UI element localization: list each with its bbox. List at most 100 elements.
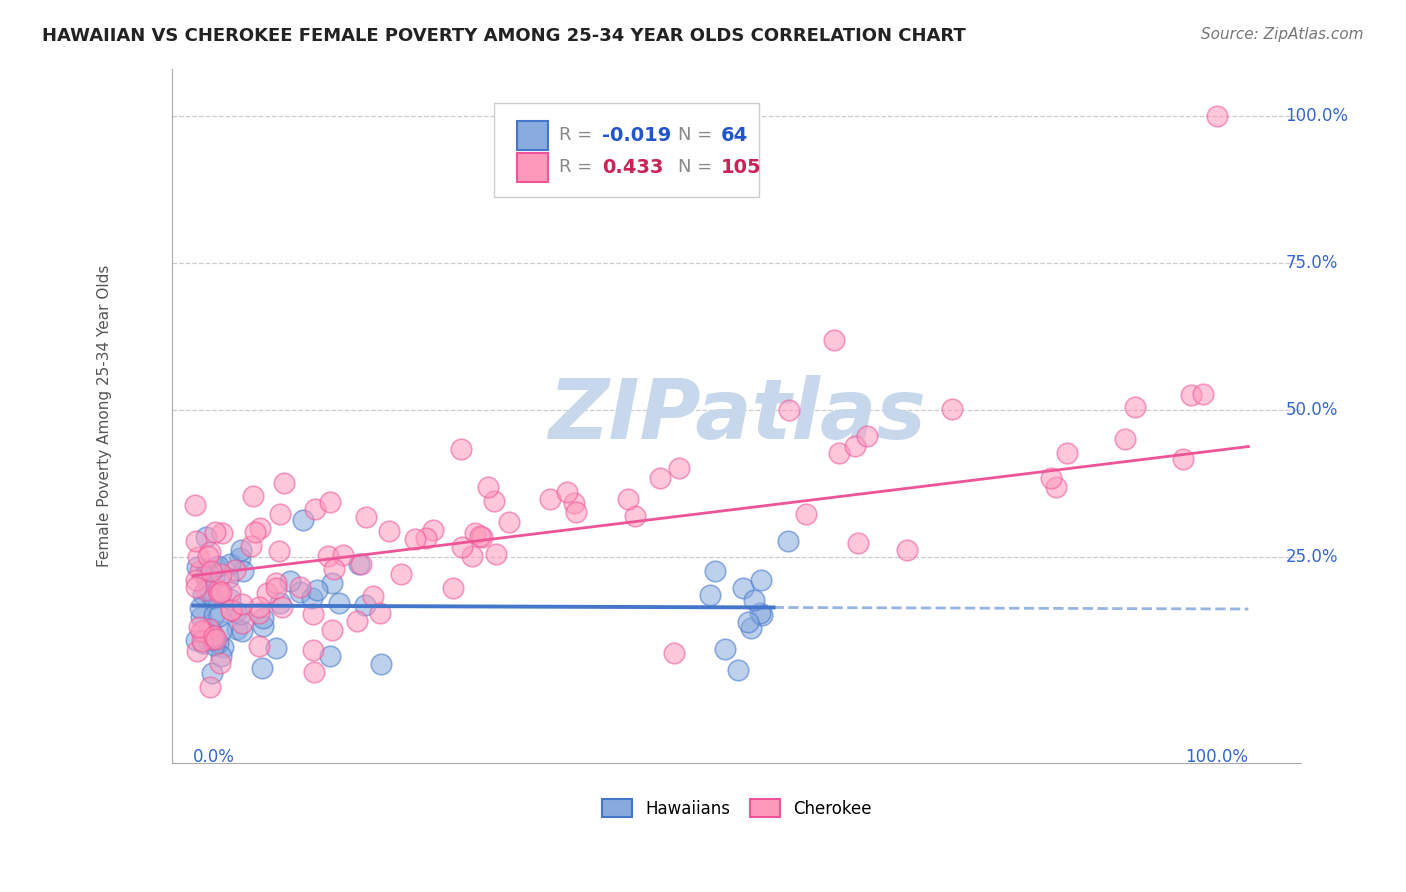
- Point: [441, 581, 464, 595]
- Point: [190, 601, 212, 615]
- Point: [1173, 451, 1195, 466]
- Point: [485, 547, 508, 561]
- Point: [1114, 433, 1136, 447]
- Point: [219, 603, 242, 617]
- Point: [211, 525, 233, 540]
- Point: [198, 622, 221, 636]
- Point: [1191, 386, 1213, 401]
- Point: [231, 615, 253, 630]
- Point: [226, 622, 249, 636]
- Point: [368, 606, 391, 620]
- Point: [270, 600, 292, 615]
- Point: [302, 665, 325, 680]
- Point: [349, 557, 371, 571]
- Point: [207, 559, 229, 574]
- Point: [190, 564, 212, 578]
- Point: [322, 562, 344, 576]
- Point: [250, 661, 273, 675]
- Point: [562, 496, 585, 510]
- Point: [207, 583, 229, 598]
- Point: [354, 598, 377, 612]
- Point: [699, 588, 721, 602]
- Text: HAWAIIAN VS CHEROKEE FEMALE POVERTY AMONG 25-34 YEAR OLDS CORRELATION CHART: HAWAIIAN VS CHEROKEE FEMALE POVERTY AMON…: [42, 27, 966, 45]
- Point: [1205, 109, 1227, 123]
- Point: [778, 533, 800, 548]
- Point: [186, 573, 208, 587]
- Text: Female Poverty Among 25-34 Year Olds: Female Poverty Among 25-34 Year Olds: [97, 265, 112, 567]
- Point: [617, 491, 640, 506]
- Point: [208, 609, 231, 624]
- Point: [794, 507, 817, 521]
- Point: [208, 585, 231, 599]
- Point: [855, 429, 877, 443]
- Point: [468, 529, 491, 543]
- Text: R =: R =: [560, 126, 599, 145]
- Point: [187, 550, 209, 565]
- Point: [197, 632, 219, 647]
- Point: [737, 615, 759, 629]
- Point: [742, 593, 765, 607]
- Point: [252, 619, 274, 633]
- Point: [202, 608, 225, 623]
- Point: [204, 524, 226, 539]
- Point: [225, 605, 247, 619]
- Text: 100.0%: 100.0%: [1285, 107, 1348, 125]
- Point: [256, 586, 278, 600]
- Text: 50.0%: 50.0%: [1285, 401, 1337, 419]
- Point: [273, 475, 295, 490]
- Text: 0.433: 0.433: [602, 158, 664, 177]
- Point: [319, 649, 342, 664]
- Point: [198, 582, 221, 596]
- Point: [219, 603, 242, 617]
- Point: [498, 515, 520, 529]
- Point: [1045, 480, 1067, 494]
- Point: [209, 657, 232, 671]
- Point: [264, 641, 287, 656]
- Point: [555, 484, 578, 499]
- Point: [247, 606, 270, 620]
- Point: [191, 636, 214, 650]
- Point: [229, 543, 252, 558]
- Point: [202, 591, 225, 606]
- Text: ZIPatlas: ZIPatlas: [548, 376, 925, 457]
- Point: [668, 460, 690, 475]
- Point: [749, 573, 772, 587]
- Point: [186, 580, 208, 594]
- Point: [191, 587, 214, 601]
- Point: [184, 533, 207, 548]
- Text: R =: R =: [560, 158, 599, 176]
- Point: [217, 571, 239, 585]
- Point: [378, 524, 401, 538]
- Point: [301, 607, 323, 621]
- Point: [187, 620, 209, 634]
- Point: [748, 606, 770, 620]
- Point: [197, 549, 219, 564]
- Point: [202, 571, 225, 585]
- Point: [896, 543, 918, 558]
- Point: [332, 548, 354, 562]
- Point: [269, 544, 291, 558]
- Point: [264, 575, 287, 590]
- Point: [247, 599, 270, 614]
- Point: [269, 507, 291, 521]
- Point: [224, 563, 246, 577]
- Point: [212, 640, 235, 654]
- Point: [209, 624, 232, 639]
- Point: [229, 551, 252, 566]
- Point: [247, 640, 270, 654]
- Point: [202, 638, 225, 652]
- Point: [207, 636, 229, 650]
- Point: [650, 471, 672, 485]
- Point: [198, 545, 221, 559]
- Point: [231, 598, 253, 612]
- Point: [751, 607, 773, 622]
- Point: [1180, 388, 1202, 402]
- Point: [1040, 471, 1063, 485]
- FancyBboxPatch shape: [516, 153, 548, 182]
- Point: [202, 632, 225, 647]
- Point: [209, 649, 232, 664]
- Point: [209, 567, 232, 582]
- Point: [714, 641, 737, 656]
- Point: [198, 681, 221, 695]
- Point: [288, 585, 311, 599]
